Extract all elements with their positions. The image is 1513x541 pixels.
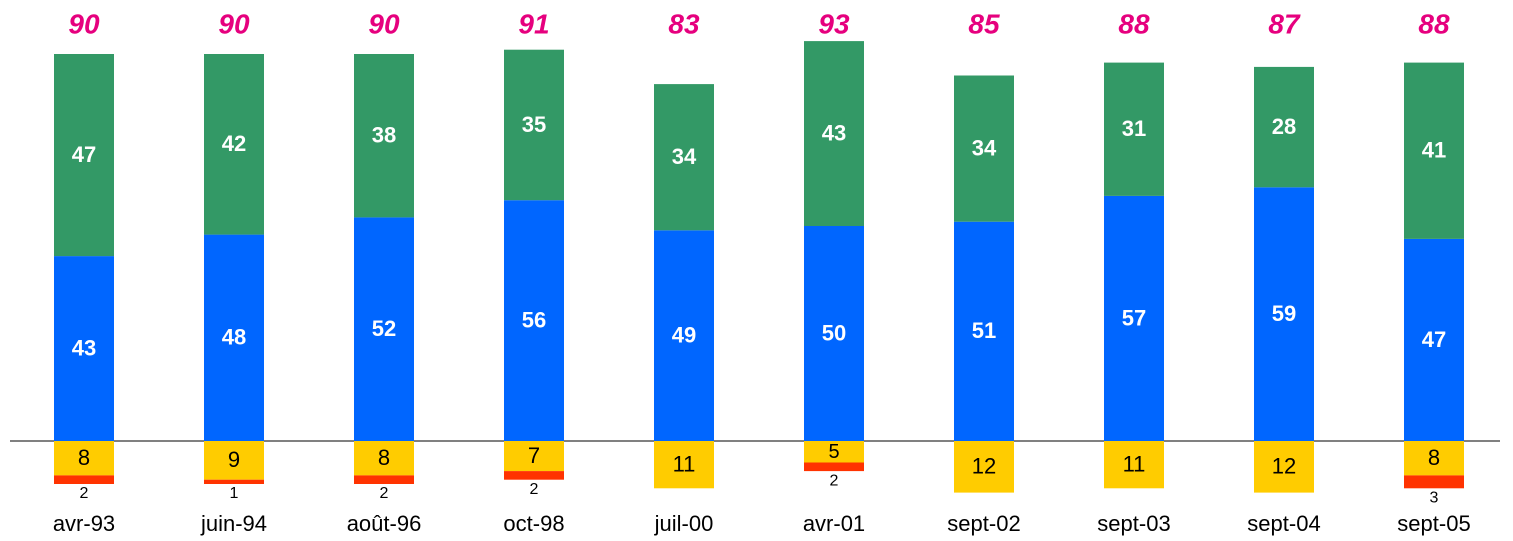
- bar-segment: [504, 441, 564, 472]
- total-label: 88: [1118, 8, 1150, 39]
- bar-segment: [54, 54, 114, 257]
- x-tick-label: oct-98: [503, 511, 564, 536]
- value-label: 34: [672, 144, 697, 169]
- bar-segment: [354, 441, 414, 476]
- total-label: 83: [668, 8, 700, 39]
- value-label: 1: [230, 485, 239, 502]
- value-label: 3: [1430, 490, 1439, 507]
- value-label: 59: [1272, 301, 1296, 326]
- value-label: 43: [72, 335, 96, 360]
- bar-segment: [1404, 475, 1464, 489]
- value-label: 42: [222, 131, 246, 156]
- bar-segment: [954, 75, 1014, 222]
- bar-segment: [954, 221, 1014, 441]
- bar-segment: [804, 462, 864, 472]
- bar-segment: [1404, 238, 1464, 441]
- value-label: 12: [1272, 454, 1296, 479]
- bar-segment: [1404, 441, 1464, 476]
- value-label: 2: [380, 485, 389, 502]
- x-tick-label: août-96: [347, 511, 422, 536]
- x-tick-label: avr-01: [803, 511, 865, 536]
- bar-segment: [1104, 441, 1164, 489]
- bar-segment: [204, 234, 264, 441]
- value-label: 8: [1428, 445, 1440, 470]
- bar-segment: [1254, 187, 1314, 441]
- value-label: 35: [522, 112, 546, 137]
- bar-segment: [1254, 441, 1314, 493]
- x-tick-label: juin-94: [200, 511, 267, 536]
- bar-segment: [1254, 66, 1314, 188]
- bar-segment: [804, 41, 864, 226]
- value-label: 56: [522, 307, 546, 332]
- bar-segment: [1104, 195, 1164, 441]
- value-label: 51: [972, 318, 996, 343]
- value-label: 8: [78, 445, 90, 470]
- bar-segment: [54, 475, 114, 484]
- bar-segment: [354, 54, 414, 218]
- bar-segment: [654, 84, 714, 231]
- value-label: 2: [80, 485, 89, 502]
- x-tick-label: sept-03: [1097, 511, 1170, 536]
- bar-segment: [654, 230, 714, 441]
- bar-segment: [354, 475, 414, 484]
- total-label: 85: [968, 8, 1000, 39]
- bar-segment: [504, 471, 564, 480]
- value-label: 52: [372, 316, 396, 341]
- x-tick-label: sept-05: [1397, 511, 1470, 536]
- value-label: 47: [1422, 327, 1446, 352]
- total-label: 93: [818, 8, 850, 39]
- total-label: 90: [218, 8, 250, 39]
- value-label: 8: [378, 445, 390, 470]
- bar-segment: [54, 441, 114, 476]
- bar-segment: [54, 256, 114, 441]
- value-label: 2: [830, 472, 839, 489]
- x-tick-label: sept-02: [947, 511, 1020, 536]
- total-label: 87: [1268, 8, 1301, 39]
- value-label: 12: [972, 454, 996, 479]
- value-label: 50: [822, 320, 846, 345]
- total-label: 88: [1418, 8, 1450, 39]
- x-tick-label: sept-04: [1247, 511, 1320, 536]
- value-label: 47: [72, 142, 96, 167]
- value-label: 31: [1122, 116, 1146, 141]
- bar-segment: [204, 479, 264, 484]
- x-tick-label: juil-00: [654, 511, 714, 536]
- value-label: 49: [672, 322, 696, 347]
- total-label: 91: [518, 8, 549, 39]
- bar-segment: [204, 54, 264, 235]
- total-label: 90: [68, 8, 100, 39]
- value-label: 2: [530, 481, 539, 498]
- value-label: 41: [1422, 138, 1446, 163]
- value-label: 11: [1123, 451, 1146, 476]
- value-label: 9: [228, 447, 240, 472]
- total-label: 90: [368, 8, 400, 39]
- bar-segment: [1404, 62, 1464, 239]
- bar-segment: [204, 441, 264, 480]
- bar-segment: [504, 49, 564, 201]
- value-label: 57: [1122, 305, 1146, 330]
- bar-segment: [354, 217, 414, 441]
- bar-segment: [804, 226, 864, 441]
- value-label: 11: [673, 451, 696, 476]
- x-tick-label: avr-93: [53, 511, 115, 536]
- bar-segment: [1104, 62, 1164, 196]
- bar-segment: [804, 441, 864, 463]
- value-label: 28: [1272, 114, 1296, 139]
- value-label: 5: [828, 441, 839, 463]
- value-label: 7: [528, 443, 540, 468]
- bar-segment: [954, 441, 1014, 493]
- value-label: 38: [372, 123, 396, 148]
- bar-segment: [504, 200, 564, 441]
- value-label: 34: [972, 135, 997, 160]
- value-label: 48: [222, 325, 246, 350]
- value-label: 43: [822, 120, 846, 145]
- bar-segment: [654, 441, 714, 489]
